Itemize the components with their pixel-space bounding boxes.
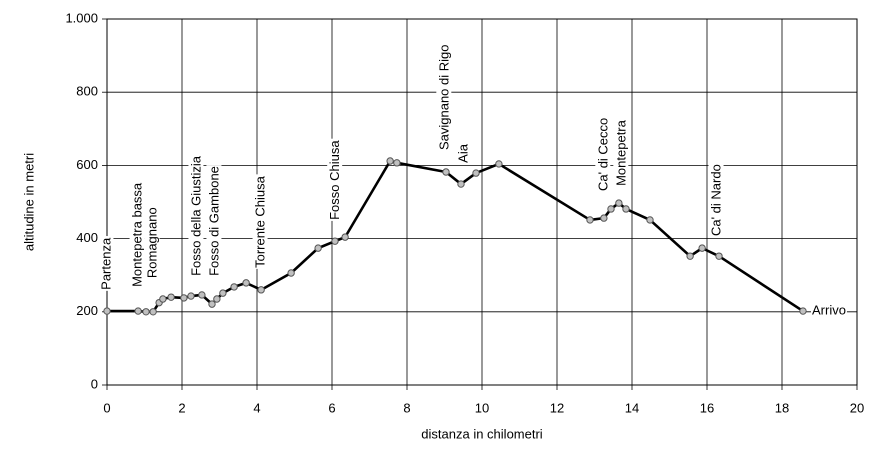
point-marker [159, 295, 167, 303]
annotation: Montepetra bassa [129, 181, 145, 288]
x-tick-label: 20 [850, 400, 864, 415]
point-marker [287, 269, 295, 277]
point-marker [472, 169, 480, 177]
y-tick-label: 200 [76, 303, 98, 318]
annotation-bg [327, 138, 343, 221]
annotation: Savignano di Rigo [436, 43, 452, 152]
point-marker [257, 286, 265, 294]
annotation-label: Montepetra [613, 119, 628, 186]
point-marker [167, 293, 175, 301]
x-tick-label: 2 [178, 400, 185, 415]
annotation-label: Savignano di Rigo [436, 44, 451, 150]
annotation-bg [144, 206, 160, 280]
y-tick-label: 0 [91, 376, 98, 391]
annotation-bg [708, 163, 724, 238]
annotation-bg [436, 43, 452, 152]
point-marker [341, 233, 349, 241]
point-marker [622, 205, 630, 213]
point-marker [457, 180, 465, 188]
annotation-bg [595, 116, 611, 193]
y-tick-label: 600 [76, 157, 98, 172]
point-marker [187, 292, 195, 300]
x-tick-label: 12 [550, 400, 564, 415]
annotation: Romagnano [144, 206, 160, 280]
point-marker [495, 160, 503, 168]
annotation: Ca' di Cecco [595, 116, 611, 193]
annotation-label: Fosso Chiusa [327, 140, 342, 220]
annotation: Arrivo [811, 302, 847, 318]
point-marker [213, 295, 221, 303]
x-tick-label: 14 [625, 400, 639, 415]
x-tick-label: 6 [328, 400, 335, 415]
y-tick-label: 1.000 [65, 10, 98, 25]
annotation: Montepetra [613, 118, 629, 187]
annotation-bg [188, 154, 204, 277]
point-marker [600, 214, 608, 222]
annotation: Partenza [98, 236, 114, 291]
point-marker [607, 205, 615, 213]
point-marker [134, 307, 142, 315]
point-marker [208, 300, 216, 308]
point-marker [198, 291, 206, 299]
annotation-bg [98, 236, 114, 291]
point-marker [698, 244, 706, 252]
point-marker [586, 216, 594, 224]
y-axis-label: altitudine in metri [21, 153, 36, 251]
x-tick-label: 4 [253, 400, 260, 415]
annotation: Fosso della Giustizia [188, 154, 204, 277]
point-marker [242, 279, 250, 287]
x-tick-label: 8 [403, 400, 410, 415]
x-tick-label: 16 [700, 400, 714, 415]
annotation-label: Arrivo [812, 303, 846, 318]
annotation: Ca' di Nardo [708, 163, 724, 238]
annotation: Fosso di Gambone [206, 165, 222, 277]
x-axis-label: distanza in chilometri [421, 426, 542, 441]
point-marker [149, 308, 157, 316]
point-marker [715, 252, 723, 260]
annotation-label: Fosso della Giustizia [188, 155, 203, 276]
annotation-bg [613, 118, 629, 187]
x-tick-label: 0 [103, 400, 110, 415]
annotation-label: Ca' di Nardo [709, 164, 724, 236]
annotation-bg [252, 174, 268, 269]
annotation-bg [811, 302, 847, 318]
point-marker [230, 283, 238, 291]
point-marker [442, 168, 450, 176]
annotation-label: Fosso di Gambone [206, 166, 221, 276]
point-marker [331, 237, 339, 245]
point-marker [142, 308, 150, 316]
annotation-label: Aia [455, 143, 470, 163]
annotation-bg [206, 165, 222, 277]
point-marker [386, 157, 394, 165]
point-marker [646, 216, 654, 224]
annotation-label: Romagnano [145, 207, 160, 278]
point-marker [799, 307, 807, 315]
point-marker [393, 159, 401, 167]
point-marker [103, 307, 111, 315]
y-tick-label: 800 [76, 84, 98, 99]
y-tick-label: 400 [76, 230, 98, 245]
annotation: Fosso Chiusa [327, 138, 343, 221]
annotation: Torrente Chiusa [252, 174, 268, 269]
x-tick-label: 10 [475, 400, 489, 415]
annotation-label: Ca' di Cecco [595, 118, 610, 191]
annotation-label: Partenza [98, 237, 113, 290]
point-marker [615, 199, 623, 207]
point-marker [314, 244, 322, 252]
annotation-label: Torrente Chiusa [253, 175, 268, 268]
annotation-label: Montepetra bassa [130, 182, 145, 287]
annotation-bg [455, 142, 471, 164]
x-tick-label: 18 [775, 400, 789, 415]
point-marker [686, 252, 694, 260]
annotation: Aia [455, 142, 471, 164]
point-marker [180, 294, 188, 302]
point-marker [219, 289, 227, 297]
annotation-bg [129, 181, 145, 288]
plot-border [106, 18, 858, 386]
